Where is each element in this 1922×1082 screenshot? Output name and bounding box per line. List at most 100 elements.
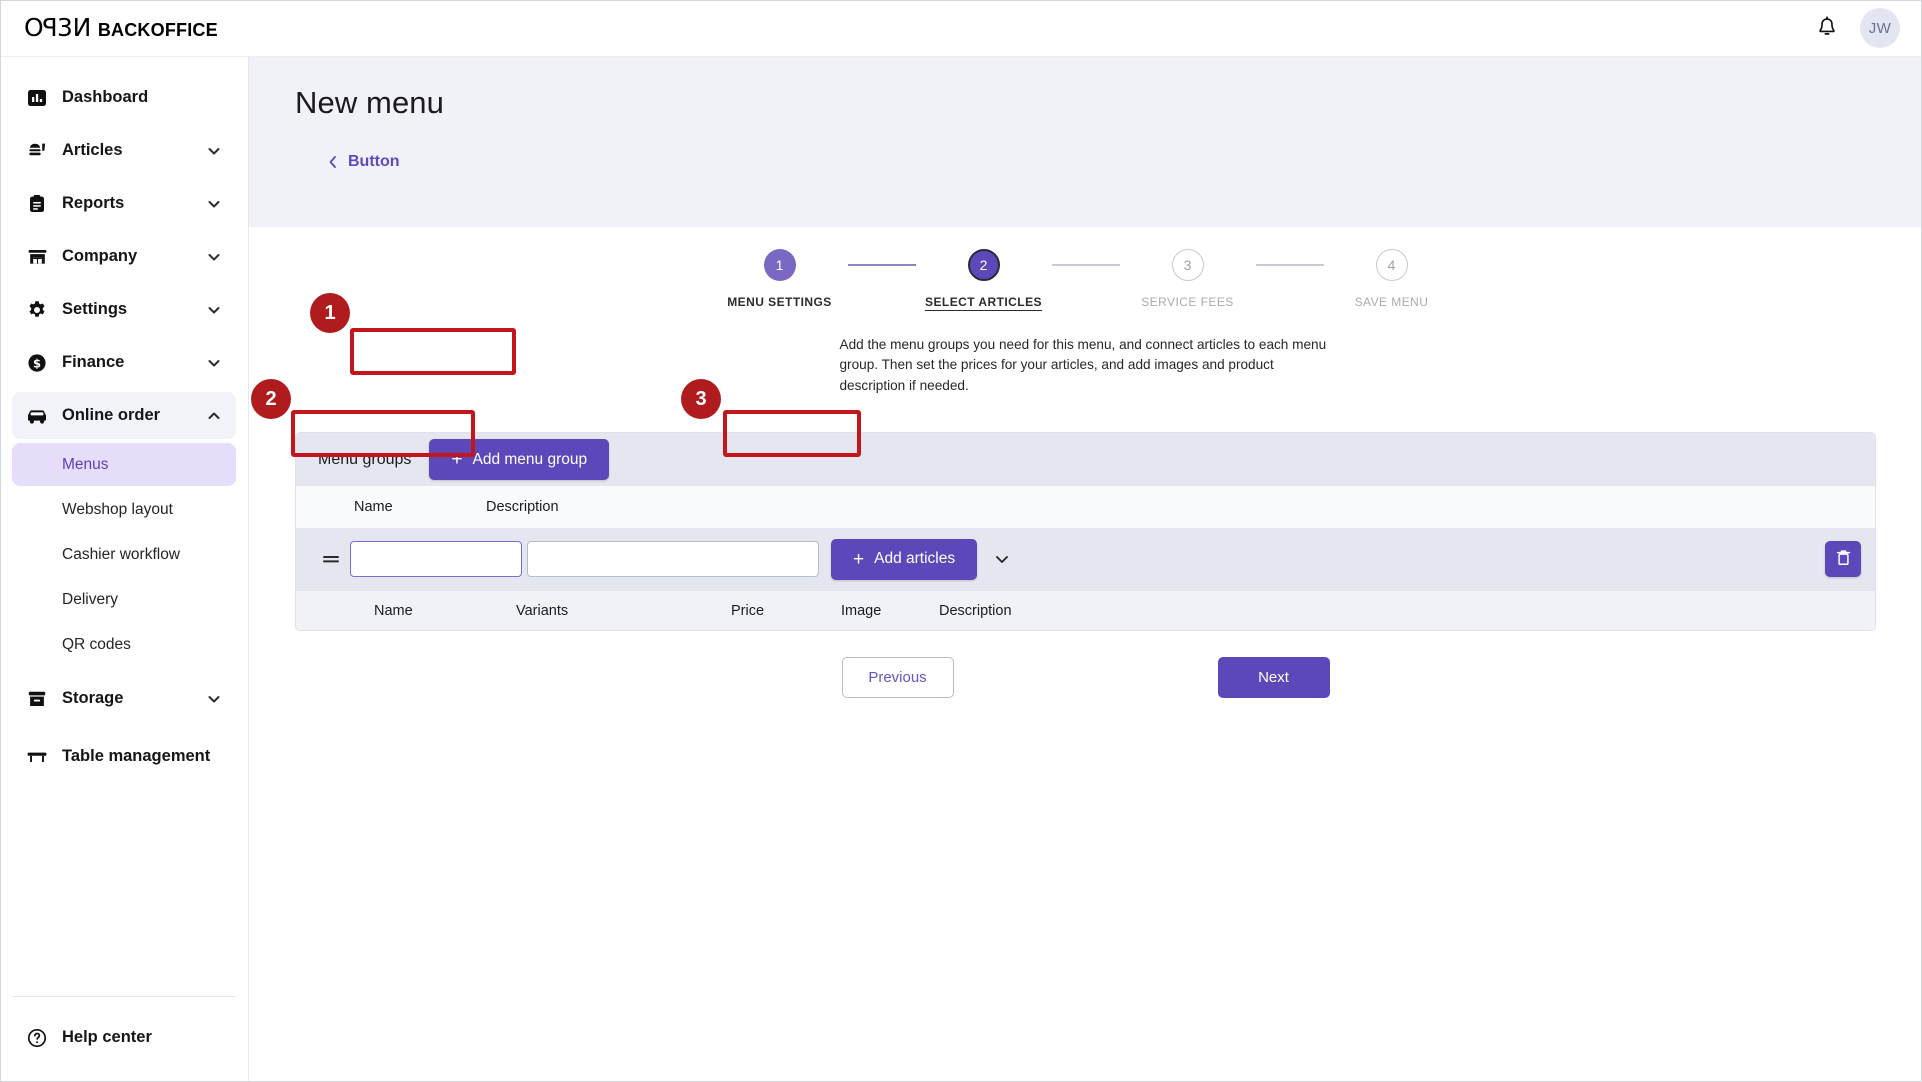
chevron-down-icon[interactable] bbox=[993, 550, 1011, 568]
previous-button[interactable]: Previous bbox=[841, 657, 954, 699]
storage-box-icon bbox=[26, 688, 48, 710]
avatar[interactable]: JW bbox=[1860, 8, 1900, 48]
chevron-down-icon[interactable] bbox=[206, 691, 222, 707]
sidebar-item-help-center[interactable]: Help center bbox=[12, 1014, 236, 1061]
chevron-down-icon[interactable] bbox=[206, 302, 222, 318]
column-header-name: Name bbox=[354, 499, 393, 516]
menu-group-column-headers: Name Description bbox=[296, 486, 1875, 529]
sidebar-subitem-label: Webshop layout bbox=[62, 500, 173, 518]
articles-header-variants: Variants bbox=[516, 602, 569, 619]
sidebar: Dashboard Articles Reports bbox=[0, 57, 249, 1082]
menu-group-description-input[interactable] bbox=[527, 541, 819, 578]
back-button[interactable]: Button bbox=[327, 153, 400, 171]
back-button-label: Button bbox=[348, 153, 400, 170]
dashboard-chart-icon bbox=[26, 87, 48, 109]
sidebar-divider bbox=[12, 996, 236, 997]
clipboard-icon bbox=[26, 193, 48, 215]
step-save-menu[interactable]: 4 SAVE MENU bbox=[1324, 249, 1460, 309]
top-bar-actions: JW bbox=[1816, 8, 1900, 48]
articles-header-image: Image bbox=[841, 602, 882, 619]
chevron-down-icon[interactable] bbox=[206, 249, 222, 265]
sidebar-subitem-label: QR codes bbox=[62, 635, 131, 653]
step-connector bbox=[847, 264, 916, 266]
column-header-description: Description bbox=[486, 499, 559, 516]
storefront-icon bbox=[26, 246, 48, 268]
sidebar-item-delivery[interactable]: Delivery bbox=[12, 578, 236, 621]
logo-text: BACKOFFICE bbox=[97, 20, 218, 40]
menu-group-row: + Add articles bbox=[296, 528, 1875, 591]
chevron-down-icon[interactable] bbox=[206, 355, 222, 371]
chevron-left-icon bbox=[327, 155, 339, 169]
step-number: 1 bbox=[763, 249, 796, 281]
articles-header-name: Name bbox=[374, 602, 413, 619]
step-service-fees[interactable]: 3 SERVICE FEES bbox=[1120, 249, 1256, 309]
sidebar-item-dashboard[interactable]: Dashboard bbox=[12, 74, 236, 121]
articles-header-price: Price bbox=[731, 602, 765, 619]
sidebar-item-reports[interactable]: Reports bbox=[12, 180, 236, 227]
sidebar-item-storage[interactable]: Storage bbox=[12, 675, 236, 722]
add-menu-group-label: Add menu group bbox=[472, 450, 588, 468]
trash-icon bbox=[1835, 548, 1852, 570]
step-number: 2 bbox=[967, 249, 1000, 281]
sidebar-subitem-label: Delivery bbox=[62, 590, 118, 608]
sidebar-item-finance[interactable]: $ Finance bbox=[12, 339, 236, 386]
menu-group-name-input[interactable] bbox=[350, 541, 522, 578]
menu-groups-label: Menu groups bbox=[318, 450, 412, 468]
step-description: Add the menu groups you need for this me… bbox=[839, 337, 1327, 393]
main-content: New menu Button 1 MENU SETTINGS bbox=[249, 57, 1922, 1082]
sidebar-item-qr-codes[interactable]: QR codes bbox=[12, 623, 236, 666]
drag-handle-icon[interactable] bbox=[318, 552, 344, 566]
sidebar-subitem-label: Cashier workflow bbox=[62, 545, 181, 563]
plus-icon: + bbox=[451, 449, 463, 471]
step-number: 3 bbox=[1171, 249, 1204, 281]
articles-table-headers: Name Variants Price Image Description bbox=[296, 590, 1875, 631]
chevron-up-icon[interactable] bbox=[206, 408, 222, 424]
next-button[interactable]: Next bbox=[1217, 657, 1330, 699]
add-menu-group-button[interactable]: + Add menu group bbox=[429, 439, 610, 481]
bell-icon[interactable] bbox=[1816, 16, 1838, 40]
step-menu-settings[interactable]: 1 MENU SETTINGS bbox=[712, 249, 848, 309]
sidebar-item-table-management[interactable]: Table management bbox=[12, 733, 236, 780]
delivery-car-icon bbox=[26, 405, 48, 427]
sidebar-item-label: Finance bbox=[62, 353, 125, 371]
sidebar-spacer bbox=[0, 783, 248, 996]
sidebar-item-online-order[interactable]: Online order bbox=[12, 392, 236, 439]
menu-groups-toolbar: Menu groups + Add menu group bbox=[296, 433, 1875, 487]
sidebar-item-label: Table management bbox=[62, 747, 211, 765]
annotation-badge-1: 1 bbox=[310, 293, 350, 333]
menu-groups-card: Menu groups + Add menu group Name Descri… bbox=[295, 432, 1876, 632]
step-number: 4 bbox=[1375, 249, 1408, 281]
svg-text:$: $ bbox=[33, 356, 41, 370]
annotation-badge-3: 3 bbox=[681, 379, 721, 419]
add-articles-button[interactable]: + Add articles bbox=[831, 538, 978, 580]
annotation-badge-2: 2 bbox=[251, 379, 291, 419]
sidebar-item-label: Dashboard bbox=[62, 88, 149, 106]
plus-icon: + bbox=[853, 548, 865, 570]
sidebar-item-label: Storage bbox=[62, 689, 124, 707]
sidebar-item-label: Company bbox=[62, 247, 138, 265]
chevron-down-icon[interactable] bbox=[206, 196, 222, 212]
wizard-content: 1 MENU SETTINGS 2 SELECT ARTICLES 3 SERV… bbox=[249, 227, 1922, 1082]
sidebar-item-webshop-layout[interactable]: Webshop layout bbox=[12, 488, 236, 531]
app-body: Dashboard Articles Reports bbox=[0, 57, 1922, 1082]
step-connector bbox=[1255, 264, 1324, 266]
sidebar-item-label: Articles bbox=[62, 141, 123, 159]
page-header: New menu Button bbox=[249, 57, 1922, 227]
step-connector bbox=[1051, 264, 1120, 266]
sidebar-item-settings[interactable]: Settings bbox=[12, 286, 236, 333]
chevron-down-icon[interactable] bbox=[206, 143, 222, 159]
sidebar-item-articles[interactable]: Articles bbox=[12, 127, 236, 174]
sidebar-item-menus[interactable]: Menus bbox=[12, 443, 236, 486]
sidebar-item-label: Reports bbox=[62, 194, 125, 212]
articles-header-description: Description bbox=[939, 602, 1012, 619]
wizard-actions: Previous Next bbox=[249, 657, 1922, 699]
step-select-articles[interactable]: 2 SELECT ARTICLES bbox=[916, 249, 1052, 309]
sidebar-item-company[interactable]: Company bbox=[12, 233, 236, 280]
delete-menu-group-button[interactable] bbox=[1825, 541, 1861, 578]
burger-food-icon bbox=[26, 140, 48, 162]
sidebar-item-cashier-workflow[interactable]: Cashier workflow bbox=[12, 533, 236, 576]
sidebar-item-label: Help center bbox=[62, 1028, 152, 1046]
step-label: SELECT ARTICLES bbox=[925, 295, 1042, 309]
